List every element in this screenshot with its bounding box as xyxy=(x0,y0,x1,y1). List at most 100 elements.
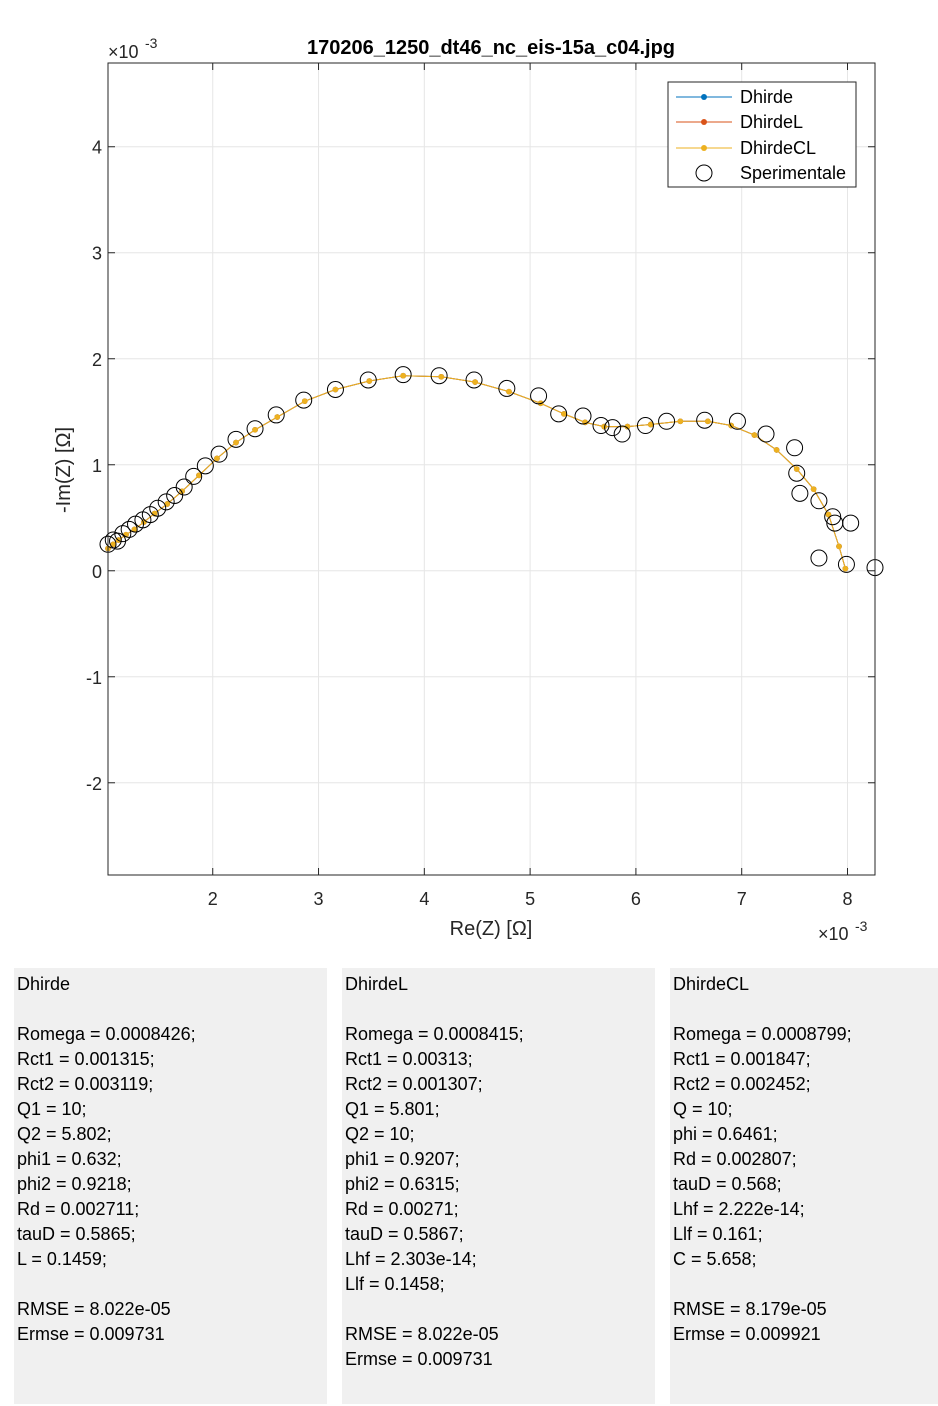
data-point-dhirdecl xyxy=(751,432,758,438)
x-tick-label: 6 xyxy=(631,889,641,909)
data-point-sperimentale xyxy=(810,492,828,510)
data-point-sperimentale xyxy=(824,508,842,526)
legend-item-sperimentale: Sperimentale xyxy=(695,163,846,183)
param-line: Rct1 = 0.001847; xyxy=(673,1049,811,1069)
ermse-value: Ermse = 0.009731 xyxy=(345,1349,493,1369)
data-point-dhirdecl xyxy=(601,423,607,430)
rmse-value: RMSE = 8.022e-05 xyxy=(345,1324,499,1344)
data-point-sperimentale xyxy=(786,439,804,457)
data-point-dhirdecl xyxy=(366,378,373,384)
param-line: Llf = 0.1458; xyxy=(345,1274,445,1294)
panel-title: DhirdeL xyxy=(345,974,409,994)
data-point-dhirdecl xyxy=(131,526,138,533)
data-point-sperimentale xyxy=(574,407,592,425)
data-point-sperimentale xyxy=(246,420,264,438)
data-point-dhirdecl xyxy=(438,373,445,380)
data-point-dhirdecl xyxy=(233,439,239,446)
data-point-dhirdecl xyxy=(214,455,220,462)
x-tick-label: 7 xyxy=(737,889,747,909)
data-point-sperimentale xyxy=(185,467,203,485)
legend-label-dhirde: Dhirde xyxy=(740,87,793,107)
legend-dot-dhirdel xyxy=(701,119,707,125)
data-point-sperimentale xyxy=(210,445,228,463)
data-point-sperimentale xyxy=(604,419,622,437)
param-line: Q = 10; xyxy=(673,1099,733,1119)
data-point-dhirdecl xyxy=(164,501,171,507)
panel-title: DhirdeCL xyxy=(673,974,750,994)
param-line: L = 0.1459; xyxy=(17,1249,107,1269)
chart-title: 170206_1250_dt46_nc_eis-15a_c04.jpg xyxy=(307,37,675,59)
data-point-sperimentale xyxy=(465,371,483,389)
legend-label-dhirdel: DhirdeL xyxy=(740,112,803,132)
data-point-sperimentale xyxy=(788,464,806,482)
param-line: tauD = 0.5867; xyxy=(345,1224,464,1244)
data-point-dhirdecl xyxy=(561,411,567,417)
legend-dot-dhirdecl xyxy=(701,145,707,151)
data-point-dhirdecl xyxy=(705,418,711,425)
data-point-sperimentale xyxy=(267,406,285,424)
data-point-sperimentale xyxy=(810,549,828,567)
param-line: phi1 = 0.632; xyxy=(17,1149,122,1169)
param-line: Romega = 0.0008799; xyxy=(673,1024,852,1044)
legend-item-dhirdel: DhirdeL xyxy=(676,112,803,132)
x-tick-label: 2 xyxy=(208,889,218,909)
data-point-sperimentale xyxy=(166,487,184,505)
x-tick-label: 5 xyxy=(525,889,535,909)
data-point-dhirdecl xyxy=(810,486,817,492)
x-tick-label: 8 xyxy=(842,889,852,909)
data-point-sperimentale xyxy=(295,391,313,409)
data-point-sperimentale xyxy=(120,520,138,538)
legend-box xyxy=(667,81,857,188)
ticks: 2 3 4 5 6 7 8 -2 -1 0 1 2 3 4 xyxy=(86,63,875,909)
param-line: phi2 = 0.6315; xyxy=(345,1174,460,1194)
data-point-sperimentale xyxy=(359,371,377,389)
x-axis-label: Re(Z) [Ω] xyxy=(450,918,533,940)
y-tick-label: -1 xyxy=(86,668,102,688)
param-line: Rct1 = 0.001315; xyxy=(17,1049,155,1069)
data-point-sperimentale xyxy=(227,430,245,448)
data-point-sperimentale xyxy=(430,367,448,385)
param-line: C = 5.658; xyxy=(673,1249,757,1269)
data-point-sperimentale xyxy=(157,493,175,511)
y-tick-label: 2 xyxy=(92,350,102,370)
data-point-sperimentale xyxy=(550,405,568,423)
rmse-value: RMSE = 8.022e-05 xyxy=(17,1299,171,1319)
panel-title: Dhirde xyxy=(17,974,71,994)
data-point-dhirdecl xyxy=(677,418,684,425)
x-tick-label: 3 xyxy=(314,889,324,909)
y-exponent-power: -3 xyxy=(145,35,158,51)
data-point-sperimentale xyxy=(196,457,214,475)
y-tick-label: 3 xyxy=(92,244,102,264)
param-line: Lhf = 2.303e-14; xyxy=(345,1249,477,1269)
data-point-sperimentale xyxy=(757,425,775,443)
data-point-sperimentale xyxy=(326,380,344,398)
series-layer xyxy=(99,366,884,577)
data-point-dhirdecl xyxy=(110,541,117,548)
data-point-dhirdecl xyxy=(624,423,631,430)
data-point-dhirdecl xyxy=(842,565,849,572)
data-point-dhirdecl xyxy=(793,466,800,472)
param-line: Rd = 0.002807; xyxy=(673,1149,797,1169)
panel-dhirde: Dhirde Romega = 0.0008426; Rct1 = 0.0013… xyxy=(14,968,327,1404)
data-point-dhirdecl xyxy=(301,398,308,404)
ermse-value: Ermse = 0.009731 xyxy=(17,1324,165,1344)
param-line: tauD = 0.5865; xyxy=(17,1224,136,1244)
data-point-dhirdecl xyxy=(825,511,832,518)
data-point-dhirdecl xyxy=(252,426,258,433)
data-point-sperimentale xyxy=(592,417,610,435)
data-point-sperimentale xyxy=(696,411,714,429)
param-line: Llf = 0.161; xyxy=(673,1224,763,1244)
grid xyxy=(108,63,875,875)
data-point-dhirdecl xyxy=(196,472,202,479)
param-line: Rd = 0.002711; xyxy=(17,1199,140,1219)
param-line: tauD = 0.568; xyxy=(673,1174,782,1194)
legend-marker-sperimentale xyxy=(695,164,713,182)
y-tick-label: 1 xyxy=(92,456,102,476)
y-tick-label: 0 xyxy=(92,562,102,582)
param-line: Rct2 = 0.003119; xyxy=(17,1074,154,1094)
data-point-sperimentale xyxy=(175,478,193,496)
y-axis-label: -Im(Z) [Ω] xyxy=(53,427,75,513)
param-line: Lhf = 2.222e-14; xyxy=(673,1199,805,1219)
axes-box xyxy=(107,62,876,876)
data-point-sperimentale xyxy=(728,412,746,430)
